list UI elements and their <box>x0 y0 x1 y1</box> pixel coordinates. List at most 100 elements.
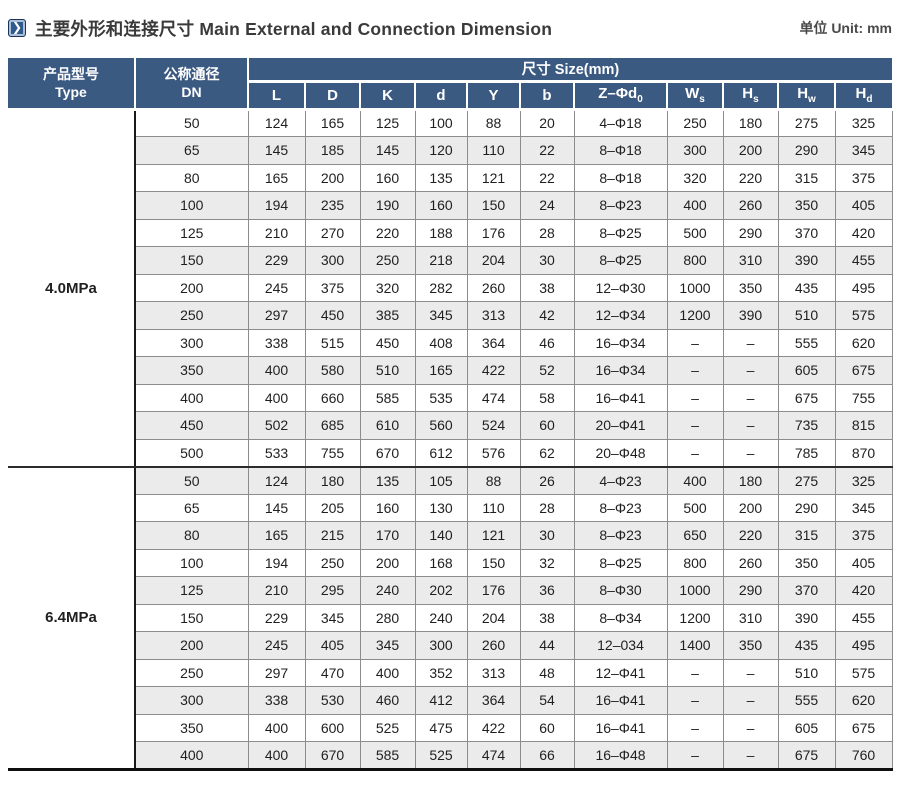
dim-cell: 260 <box>722 191 779 220</box>
dim-cell: 315 <box>777 521 836 550</box>
dim-cell: 575 <box>834 301 893 330</box>
dim-cell: 510 <box>359 356 416 385</box>
dim-cell: 524 <box>466 411 521 440</box>
dim-cell: 8–Φ25 <box>573 218 668 247</box>
dim-cell: 229 <box>247 246 306 275</box>
dim-cell: 620 <box>834 328 893 357</box>
size-col-header: D <box>304 80 361 111</box>
table-row: 250 297 470 400 352 313 48 12–Φ41– –510 575 <box>8 658 893 687</box>
dim-cell: – <box>666 713 724 742</box>
dim-cell: 28 <box>519 218 575 247</box>
dim-cell: 58 <box>519 383 575 412</box>
table-row: 65 145 205 160 130 110 28 8–Φ23 500 200 290 345 <box>8 493 893 522</box>
dim-cell: 555 <box>777 686 836 715</box>
table-row: 350 400 580 510 165 422 52 16–Φ34– –605 675 <box>8 356 893 385</box>
dim-cell: 16–Φ48 <box>573 741 668 771</box>
table-row: 6.4MPa 50 124 180 135 105 88 26 4–Φ23 400 180 275 32… <box>8 465 893 771</box>
dim-cell: 270 <box>304 218 361 247</box>
dim-cell: 533 <box>247 438 306 467</box>
dim-cell: 200 <box>722 493 779 522</box>
dim-cell: 420 <box>834 576 893 605</box>
table-row: 80 165 215 170 140 121 30 8–Φ23 650 220 315 375 <box>8 521 893 550</box>
dn-cell: 80 <box>134 521 249 550</box>
dim-cell: 400 <box>247 741 306 771</box>
dim-cell: 16–Φ34 <box>573 328 668 357</box>
dim-cell: 16–Φ41 <box>573 713 668 742</box>
dim-cell: 375 <box>834 521 893 550</box>
col-header-type: 产品型号 Type <box>8 58 136 111</box>
dim-cell: 26 <box>519 465 575 495</box>
dim-cell: 135 <box>414 163 468 192</box>
size-col-header: d <box>414 80 468 111</box>
dim-cell: 610 <box>359 411 416 440</box>
dim-cell: 220 <box>722 163 779 192</box>
dim-cell: 121 <box>466 521 521 550</box>
dim-cell: 350 <box>777 191 836 220</box>
dim-cell: – <box>722 686 779 715</box>
dim-cell: 370 <box>777 576 836 605</box>
dim-cell: 470 <box>304 658 361 687</box>
dim-cell: 605 <box>777 713 836 742</box>
dim-cell: 1200 <box>666 301 724 330</box>
dim-cell: 240 <box>414 603 468 632</box>
dim-cell: 345 <box>834 493 893 522</box>
dim-cell: 194 <box>247 191 306 220</box>
dim-cell: 32 <box>519 548 575 577</box>
dim-cell: 16–Φ34 <box>573 356 668 385</box>
dim-cell: 460 <box>359 686 416 715</box>
dim-cell: 204 <box>466 603 521 632</box>
dim-cell: 660 <box>304 383 361 412</box>
size-col-header: L <box>248 80 306 111</box>
dim-cell: 1000 <box>666 273 724 302</box>
table-row: 100 194 250 200 168 150 32 8–Φ25 800 260 350 405 <box>8 548 893 577</box>
dim-cell: 500 <box>666 218 724 247</box>
dim-cell: 8–Φ34 <box>573 603 668 632</box>
dim-cell: 500 <box>666 493 724 522</box>
dim-cell: 282 <box>414 273 468 302</box>
col-header-size-group: 尺寸 Size(mm) <box>246 58 893 83</box>
dim-cell: 180 <box>304 465 361 495</box>
dn-cell: 125 <box>134 576 249 605</box>
dim-cell: 300 <box>666 136 724 165</box>
page-title: 主要外形和连接尺寸 Main External and Connection D… <box>35 18 553 39</box>
dim-cell: 675 <box>834 356 893 385</box>
dim-cell: 160 <box>359 493 416 522</box>
dim-cell: 44 <box>519 631 575 660</box>
dim-cell: 46 <box>519 328 575 357</box>
chevron-right-icon: ❯ <box>8 19 26 37</box>
dim-cell: – <box>666 741 724 771</box>
dim-cell: 338 <box>247 686 306 715</box>
dim-cell: 297 <box>247 658 306 687</box>
size-col-header: Ws <box>666 80 724 111</box>
size-col-header: Y <box>466 80 521 111</box>
dn-cell: 200 <box>134 631 249 660</box>
table-row: 100 194 235 190 160 150 24 8–Φ23 400 260 350 405 <box>8 191 893 220</box>
dn-cell: 100 <box>134 191 249 220</box>
dim-cell: 210 <box>247 218 306 247</box>
dim-cell: 125 <box>359 108 416 137</box>
dim-cell: 495 <box>834 273 893 302</box>
dim-cell: 260 <box>466 273 521 302</box>
dim-cell: 612 <box>414 438 468 467</box>
dim-cell: 555 <box>777 328 836 357</box>
dim-cell: 220 <box>359 218 416 247</box>
dim-cell: 204 <box>466 246 521 275</box>
dn-cell: 50 <box>134 108 249 137</box>
dim-cell: 215 <box>304 521 361 550</box>
dim-cell: 36 <box>519 576 575 605</box>
dim-cell: 400 <box>247 356 306 385</box>
dim-cell: 229 <box>247 603 306 632</box>
dim-cell: 202 <box>414 576 468 605</box>
dim-cell: 375 <box>304 273 361 302</box>
dim-cell: 870 <box>834 438 893 467</box>
dim-cell: 220 <box>722 521 779 550</box>
dim-cell: 576 <box>466 438 521 467</box>
dim-cell: 38 <box>519 273 575 302</box>
dim-cell: 400 <box>247 713 306 742</box>
dim-cell: 200 <box>304 163 361 192</box>
dim-cell: 124 <box>247 465 306 495</box>
dim-cell: 675 <box>777 741 836 771</box>
table-row: 450 502 685 610 560 524 60 20–Φ41– –735 815 <box>8 411 893 440</box>
